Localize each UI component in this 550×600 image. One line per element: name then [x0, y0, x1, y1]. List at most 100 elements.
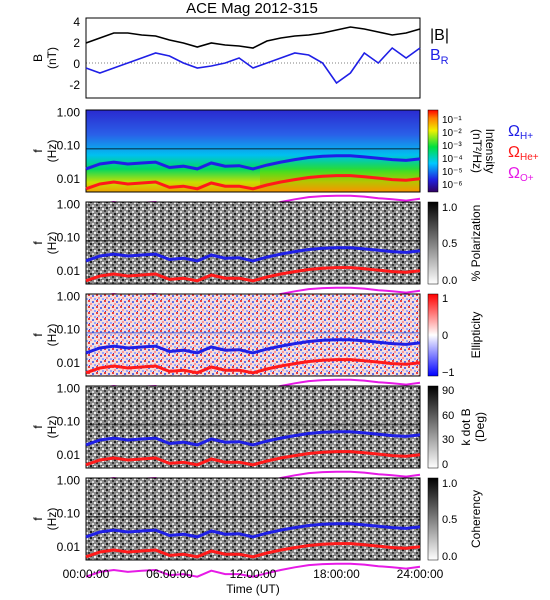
kdotb-ylabel: f — [31, 425, 45, 429]
b-field-yunit: (nT) — [45, 47, 59, 69]
coherency-freq-tick-1: 0.10 — [57, 507, 81, 521]
intensity-freq-tick-0: 1.00 — [57, 106, 81, 120]
gyro-legend-h-sym: Ω — [508, 123, 520, 140]
polarization-cb-label: % Polarization — [469, 205, 483, 282]
ellipticity-gyro-h-line — [85, 338, 421, 355]
gyro-legend-h: ΩH+ — [508, 123, 533, 142]
coherency-cb-tick-0: 0.0 — [442, 551, 457, 563]
intensity-freq-ticks: 1.00 0.10 0.01 — [57, 106, 420, 186]
coherency-cb-label: Coherency — [469, 490, 483, 548]
coherency-ylabel: f — [31, 517, 45, 521]
coherency-freq-ticks: 1.00 0.10 0.01 — [57, 474, 420, 554]
coherency-cb-tick-05: 0.5 — [442, 514, 457, 526]
ellipticity-cb-label: Ellipticity — [469, 312, 483, 359]
panel-intensity: f (Hz) 1.00 0.10 0.01 10⁻¹ 10⁻² 10⁻³ 10⁻⁴ … — [31, 106, 539, 210]
gyro-legend-he: ΩHe+ — [508, 144, 539, 163]
time-tick-00: 00:00:00 — [63, 567, 110, 581]
intensity-cb-label: Intensity — [483, 129, 497, 174]
gyro-legend-o: ΩO+ — [508, 165, 534, 184]
intensity-frame — [85, 109, 421, 193]
time-tick-06: 06:00:00 — [146, 567, 193, 581]
time-tick-24: 24:00:00 — [397, 567, 444, 581]
intensity-cb-tick-4: 10⁻⁴ — [442, 154, 463, 165]
b-field-series — [85, 26, 421, 85]
intensity-cb-tick-1: 10⁻¹ — [442, 115, 462, 126]
polarization-yunit: (Hz) — [45, 232, 59, 255]
kdotb-colorbar — [427, 385, 439, 469]
intensity-freq-tick-1: 0.10 — [57, 139, 81, 153]
coherency-colorbar — [427, 477, 439, 561]
intensity-gyro-he-line — [85, 174, 421, 191]
polarization-frame — [85, 201, 421, 285]
kdotb-cb-tick-0: 0 — [442, 459, 448, 471]
b-field-ytick-0: 0 — [73, 57, 80, 71]
kdotb-frame — [85, 385, 421, 469]
intensity-cb-ticks: 10⁻¹ 10⁻² 10⁻³ 10⁻⁴ 10⁻⁵ 10⁻⁶ — [442, 115, 463, 191]
ellipticity-freq-tick-1: 0.10 — [57, 323, 81, 337]
b-field-ytick-2: 2 — [73, 36, 80, 50]
intensity-colorbar — [427, 109, 439, 193]
coherency-gyro-h-line — [85, 522, 421, 539]
ellipticity-gyro-he-line — [85, 358, 421, 375]
panel-polarization: f (Hz) 1.00 0.10 0.01 1.0 0.5 0.0 % Polari… — [31, 198, 483, 302]
intensity-cb-tick-5: 10⁻⁵ — [442, 167, 463, 178]
ellipticity-yunit: (Hz) — [45, 324, 59, 347]
panel-b-field: B (nT) 4 2 0 -2 |B| BR — [31, 15, 449, 99]
polarization-gyro-h-line — [85, 246, 421, 263]
panel-kdotb: f (Hz) 1.00 0.10 0.01 90 60 30 0 k dot B (… — [31, 382, 487, 486]
time-axis: 00:00:00 06:00:00 12:00:00 18:00:00 24:0… — [63, 567, 444, 596]
br-line — [85, 46, 421, 85]
intensity-cb-unit: (nT²/Hz) — [470, 129, 484, 173]
polarization-cb-tick-1: 1.0 — [442, 202, 457, 214]
polarization-cb-tick-05: 0.5 — [442, 238, 457, 250]
coherency-spectrogram — [86, 478, 420, 560]
intensity-yunit: (Hz) — [45, 140, 59, 163]
time-axis-label: Time (UT) — [226, 582, 280, 596]
intensity-gyro-h-line — [85, 154, 421, 171]
polarization-spectrogram — [86, 202, 420, 284]
gyro-legend-he-sub: He+ — [520, 152, 539, 163]
ellipticity-freq-tick-2: 0.01 — [57, 356, 81, 370]
kdotb-cb-tick-90: 90 — [442, 385, 454, 397]
ellipticity-colorbar — [427, 293, 439, 377]
coherency-freq-tick-2: 0.01 — [57, 540, 81, 554]
polarization-freq-ticks: 1.00 0.10 0.01 — [57, 198, 420, 278]
intensity-cb-tick-2: 10⁻² — [442, 128, 462, 139]
b-field-ylabel: B — [31, 54, 45, 62]
ellipticity-cb-tick-1: 1 — [442, 293, 448, 305]
kdotb-yunit: (Hz) — [45, 416, 59, 439]
kdotb-cb-tick-60: 60 — [442, 410, 454, 422]
ellipticity-spectrogram — [86, 294, 420, 376]
ellipticity-freq-ticks: 1.00 0.10 0.01 — [57, 290, 420, 370]
kdotb-freq-tick-1: 0.10 — [57, 415, 81, 429]
legend-br-sub: R — [441, 55, 449, 67]
coherency-gyro-he-line — [85, 542, 421, 559]
polarization-freq-tick-1: 0.10 — [57, 231, 81, 245]
b-field-yaxis: B (nT) 4 2 0 -2 — [31, 15, 80, 92]
figure-title: ACE Mag 2012-315 — [186, 0, 318, 17]
kdotb-gyro-h-line — [85, 430, 421, 447]
ellipticity-cb-tick-neg1: −1 — [442, 367, 455, 379]
b-field-ytick-neg2: -2 — [69, 78, 80, 92]
legend-br-label: B — [430, 47, 441, 64]
intensity-cb-tick-3: 10⁻³ — [442, 141, 462, 152]
gyro-legend-he-sym: Ω — [508, 144, 520, 161]
kdotb-spectrogram — [86, 386, 420, 468]
polarization-gyro-he-line — [85, 266, 421, 283]
coherency-frame — [85, 477, 421, 561]
coherency-freq-tick-0: 1.00 — [57, 474, 81, 488]
gyro-legend-o-sym: Ω — [508, 165, 520, 182]
kdotb-freq-tick-2: 0.01 — [57, 448, 81, 462]
coherency-gyro-o-line — [85, 562, 421, 578]
coherency-cb-tick-1: 1.0 — [442, 478, 457, 490]
panel-coherency: f (Hz) 1.00 0.10 0.01 1.0 0.5 0.0 Coherenc… — [31, 474, 483, 578]
polarization-freq-tick-0: 1.00 — [57, 198, 81, 212]
bmag-line — [85, 26, 421, 49]
intensity-ylabel: f — [31, 149, 45, 153]
kdotb-cb-label: k dot B — [459, 408, 473, 445]
time-tick-12: 12:00:00 — [230, 567, 277, 581]
polarization-cb-tick-0: 0.0 — [442, 275, 457, 287]
kdotb-cb-unit: (Deg) — [473, 412, 487, 442]
kdotb-cb-tick-30: 30 — [442, 434, 454, 446]
